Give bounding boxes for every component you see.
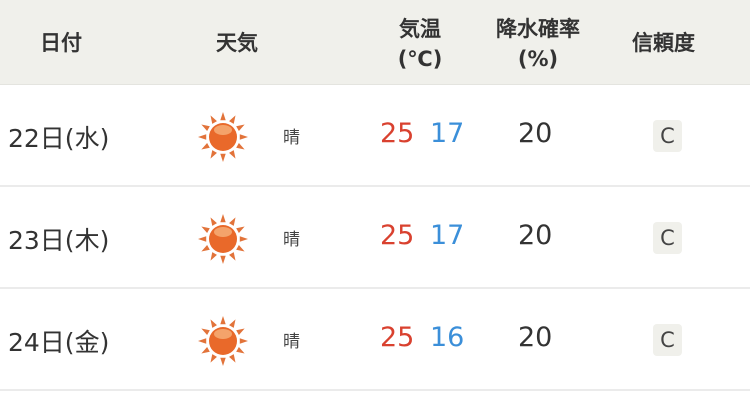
date: 24日(金)	[8, 328, 110, 357]
high-temp: 25	[380, 118, 415, 149]
weather-text: 晴	[283, 230, 300, 250]
sun-icon	[198, 316, 248, 366]
weather-text: 晴	[283, 128, 300, 148]
precip-probability: 20	[518, 118, 553, 149]
header-precip-label: 降水確率	[496, 17, 580, 41]
forecast-row: 22日(水) 晴 25 17 20 C	[0, 85, 750, 187]
header-precip-unit: (%)	[517, 47, 559, 71]
high-temp: 25	[380, 220, 415, 251]
header-temp-unit: (℃)	[397, 47, 443, 71]
low-temp: 16	[430, 322, 465, 353]
forecast-row: 23日(木) 晴 25 17 20 C	[0, 187, 750, 289]
precip-probability: 20	[518, 322, 553, 353]
header-weather: 天気	[216, 31, 258, 55]
header-date: 日付	[40, 31, 82, 55]
forecast-row: 24日(金) 晴 25 16 20 C	[0, 289, 750, 391]
date: 22日(水)	[8, 124, 110, 153]
sun-icon	[198, 214, 248, 264]
reliability-badge: C	[653, 120, 682, 152]
sun-icon	[198, 112, 248, 162]
header-temp: 気温 (℃)	[390, 14, 450, 74]
high-temp: 25	[380, 322, 415, 353]
weather-text: 晴	[283, 332, 300, 352]
table-header: 日付 天気 気温 (℃) 降水確率 (%) 信頼度	[0, 0, 750, 85]
precip-probability: 20	[518, 220, 553, 251]
reliability-badge: C	[653, 324, 682, 356]
date: 23日(木)	[8, 226, 110, 255]
low-temp: 17	[430, 220, 465, 251]
reliability-badge: C	[653, 222, 682, 254]
header-temp-label: 気温	[399, 17, 441, 41]
header-precip: 降水確率 (%)	[488, 14, 588, 74]
header-reliability: 信頼度	[632, 31, 695, 55]
low-temp: 17	[430, 118, 465, 149]
